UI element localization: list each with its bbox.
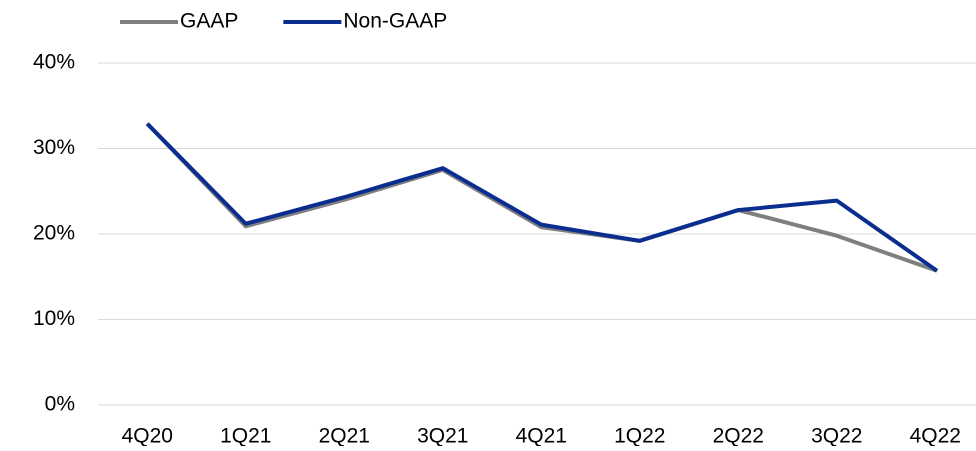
- x-tick-label: 1Q22: [614, 425, 665, 446]
- x-tick-label: 4Q22: [910, 425, 961, 446]
- series-line: [145, 122, 938, 273]
- x-tick-label: 3Q21: [417, 425, 468, 446]
- y-tick-label: 10%: [33, 307, 75, 330]
- y-tick-label: 40%: [33, 51, 75, 74]
- x-tick-label: 2Q21: [319, 425, 370, 446]
- y-tick-label: 20%: [33, 222, 75, 245]
- y-tick-label: 0%: [45, 393, 75, 416]
- x-tick-label: 4Q20: [122, 425, 173, 446]
- y-tick-label: 30%: [33, 136, 75, 159]
- legend-label: Non-GAAP: [343, 10, 447, 33]
- series-line: [145, 122, 939, 273]
- x-tick-label: 4Q21: [516, 425, 567, 446]
- x-tick-label: 3Q22: [811, 425, 862, 446]
- legend-label: GAAP: [180, 10, 238, 33]
- x-tick-label: 2Q22: [713, 425, 764, 446]
- x-tick-label: 1Q21: [220, 425, 271, 446]
